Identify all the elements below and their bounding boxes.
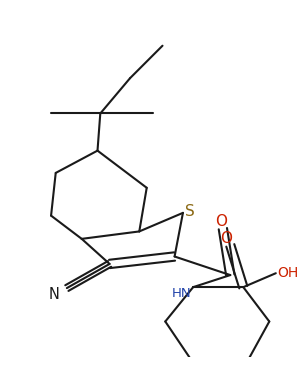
Text: S: S — [185, 204, 195, 219]
Text: N: N — [48, 287, 59, 302]
Text: O: O — [215, 214, 227, 229]
Text: OH: OH — [278, 266, 298, 280]
Text: HN: HN — [172, 287, 192, 300]
Text: O: O — [221, 231, 232, 246]
